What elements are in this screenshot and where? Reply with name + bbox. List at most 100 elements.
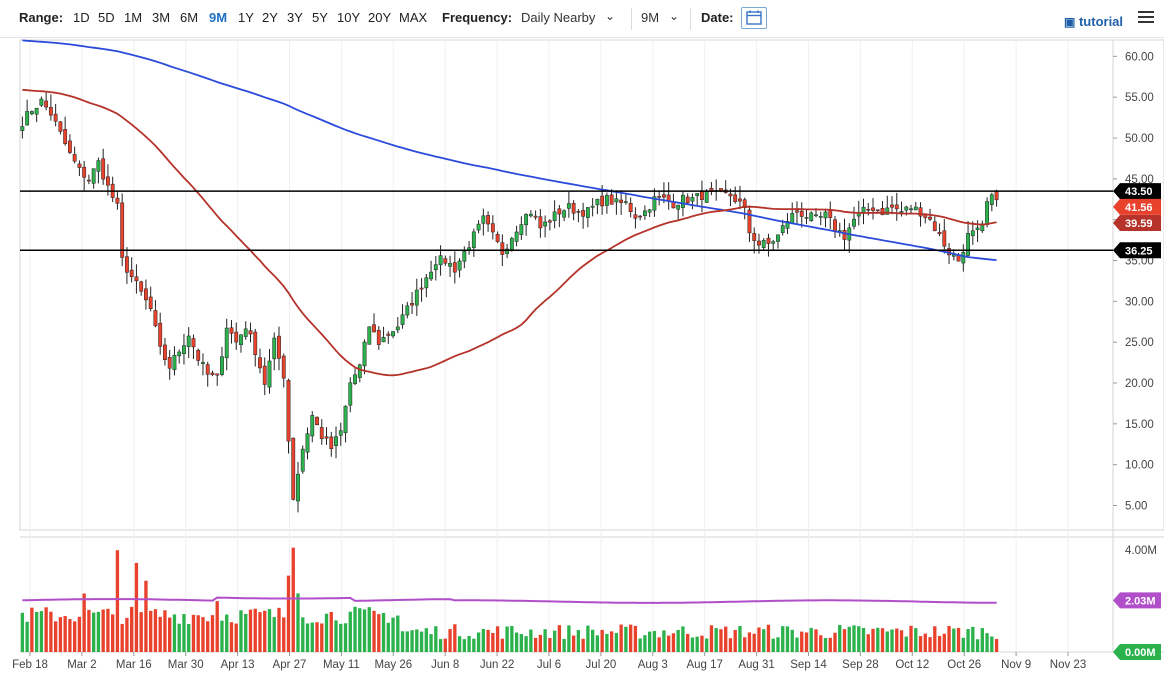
volume-bar bbox=[462, 639, 466, 652]
candle-body bbox=[752, 233, 757, 241]
candle-body bbox=[804, 217, 809, 219]
candle-body bbox=[96, 160, 101, 172]
volume-bar bbox=[206, 621, 210, 652]
volume-bar bbox=[543, 629, 547, 652]
y-tick-label: 5.00 bbox=[1125, 501, 1147, 513]
candle-body bbox=[928, 216, 932, 220]
y-tick-label: 20.00 bbox=[1125, 378, 1154, 390]
volume-bar bbox=[315, 622, 319, 652]
range-3m[interactable]: 3M bbox=[152, 10, 171, 25]
period-select[interactable]: 9M bbox=[641, 10, 660, 25]
volume-bar bbox=[600, 629, 604, 652]
volume-bar bbox=[719, 629, 723, 652]
candle-body bbox=[343, 405, 348, 434]
y-tick-label: 10.00 bbox=[1125, 460, 1154, 472]
calendar-icon[interactable] bbox=[741, 7, 767, 29]
range-5d[interactable]: 5D bbox=[98, 10, 115, 25]
volume-bar bbox=[476, 632, 481, 652]
volume-bar bbox=[144, 580, 148, 652]
candle-body bbox=[519, 224, 524, 235]
range-2y[interactable]: 2Y bbox=[262, 10, 278, 25]
volume-bar bbox=[933, 626, 937, 652]
volume-bar bbox=[415, 629, 419, 652]
volume-bar bbox=[367, 607, 371, 652]
candle-body bbox=[305, 433, 310, 453]
range-1d[interactable]: 1D bbox=[73, 10, 90, 25]
volume-bar bbox=[961, 637, 965, 652]
candle-body bbox=[381, 336, 386, 343]
candle-body bbox=[547, 220, 552, 223]
range-6m[interactable]: 6M bbox=[180, 10, 199, 25]
x-tick-label: Nov 23 bbox=[1050, 659, 1086, 671]
film-icon: ▣ bbox=[1064, 15, 1076, 29]
range-1m[interactable]: 1M bbox=[124, 10, 143, 25]
candle-body bbox=[543, 221, 548, 227]
volume-bar bbox=[890, 629, 894, 652]
candle-body bbox=[681, 194, 685, 208]
range-1y[interactable]: 1Y bbox=[238, 10, 254, 25]
volume-bar bbox=[182, 614, 186, 652]
candle-body bbox=[448, 263, 452, 267]
range-20y[interactable]: 20Y bbox=[368, 10, 392, 25]
tutorial-link[interactable]: ▣ tutorial bbox=[1064, 14, 1123, 29]
candle-body bbox=[329, 436, 334, 449]
candle-body bbox=[733, 194, 738, 202]
frequency-chevron-down-icon[interactable]: ⌄ bbox=[605, 9, 616, 23]
volume-bar bbox=[552, 630, 557, 652]
range-9m[interactable]: 9M bbox=[209, 10, 228, 25]
volume-bar bbox=[30, 607, 34, 652]
candle-body bbox=[652, 196, 657, 211]
volume-average-line bbox=[22, 596, 997, 604]
volume-level-label: 0.00M bbox=[1113, 644, 1161, 660]
candle-body bbox=[186, 335, 191, 347]
volume-bar bbox=[695, 636, 699, 652]
volume-bar bbox=[343, 623, 348, 652]
volume-bar bbox=[457, 636, 462, 652]
candle-body bbox=[490, 223, 495, 233]
y-tick-label: 35.00 bbox=[1125, 256, 1154, 268]
range-5y[interactable]: 5Y bbox=[312, 10, 328, 25]
candle-body bbox=[638, 215, 643, 218]
volume-bar bbox=[743, 637, 747, 652]
volume-bar bbox=[576, 630, 581, 652]
candle-body bbox=[937, 231, 942, 235]
candle-body bbox=[201, 362, 205, 364]
volume-bar bbox=[581, 638, 585, 652]
candle-body bbox=[348, 382, 353, 406]
volume-bar bbox=[229, 622, 234, 652]
volume-bar bbox=[362, 609, 367, 652]
volume-bar bbox=[857, 626, 861, 652]
x-tick-label: Oct 12 bbox=[895, 659, 929, 671]
price-level-label-text: 36.25 bbox=[1125, 245, 1153, 257]
hamburger-menu-icon[interactable] bbox=[1138, 11, 1154, 25]
volume-bar bbox=[638, 638, 642, 652]
candle-body bbox=[514, 231, 519, 242]
candle-body bbox=[642, 210, 647, 216]
range-max[interactable]: MAX bbox=[399, 10, 428, 25]
volume-bar bbox=[828, 637, 832, 652]
volume-bar bbox=[187, 623, 191, 652]
range-10y[interactable]: 10Y bbox=[337, 10, 361, 25]
frequency-select[interactable]: Daily Nearby bbox=[521, 10, 596, 25]
volume-bar bbox=[429, 634, 433, 652]
candle-body bbox=[286, 380, 291, 442]
range-3y[interactable]: 3Y bbox=[287, 10, 303, 25]
volume-bar bbox=[272, 617, 276, 652]
volume-bar bbox=[904, 636, 908, 652]
candle-body bbox=[918, 207, 923, 217]
candle-body bbox=[115, 197, 120, 204]
volume-bar bbox=[286, 575, 291, 652]
volume-bar bbox=[619, 624, 623, 652]
candle-body bbox=[828, 210, 833, 218]
volume-bar bbox=[372, 610, 376, 652]
candle-body bbox=[205, 364, 210, 375]
volume-level-label-shape bbox=[1113, 592, 1161, 609]
x-tick-label: Jul 20 bbox=[586, 659, 617, 671]
volume-bar bbox=[196, 615, 200, 652]
candle-body bbox=[357, 364, 362, 378]
volume-bar bbox=[657, 637, 661, 652]
period-chevron-down-icon[interactable]: ⌄ bbox=[669, 9, 680, 23]
candle-body bbox=[571, 202, 576, 214]
volume-bar bbox=[590, 629, 595, 652]
price-level-label-shape bbox=[1113, 215, 1161, 232]
